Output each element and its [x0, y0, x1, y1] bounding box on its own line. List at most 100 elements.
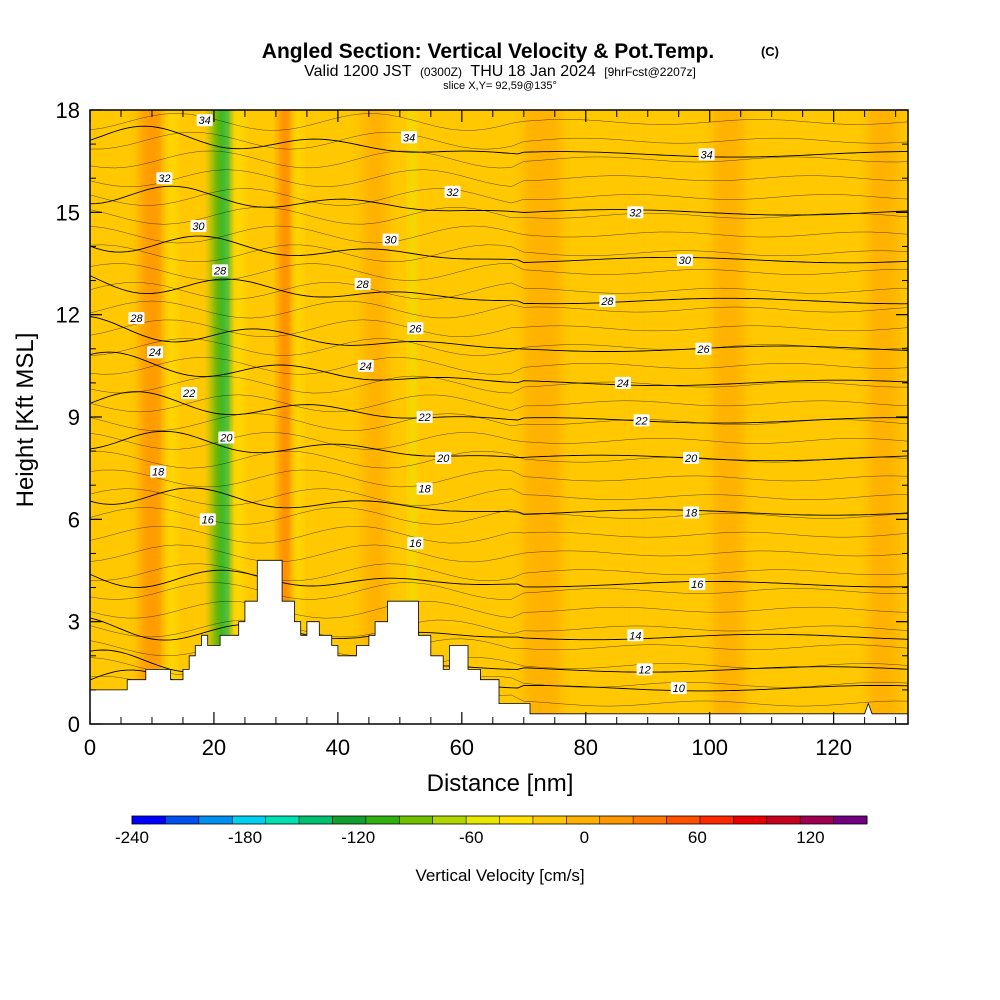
colorbar-segment: [833, 816, 868, 824]
contour-label-box: [683, 506, 700, 519]
contour-label-box: [407, 537, 424, 550]
contour-label-text: 16: [409, 538, 422, 550]
contour-label: 20: [435, 451, 452, 465]
contour-label-text: 30: [679, 255, 692, 267]
y-tick-label: 15: [56, 200, 80, 225]
theta-contour-line: [90, 225, 908, 244]
contour-label-box: [156, 172, 173, 185]
theta-contour-line: [90, 185, 908, 216]
contour-label: 34: [401, 131, 418, 144]
contour-label-box: [354, 277, 371, 290]
contour-label: 22: [633, 414, 650, 427]
terrain-outline: [90, 559, 908, 715]
theta-contour-line: [90, 188, 908, 206]
contour-label: 18: [683, 506, 700, 520]
contour-label-box: [416, 482, 433, 495]
contour-label: 26: [407, 322, 424, 335]
contour-label: 28: [354, 277, 371, 291]
theta-contour-line: [90, 413, 908, 431]
colorbar-segment: [165, 816, 200, 824]
x-axis-label: Distance [nm]: [427, 770, 574, 797]
contour-label: 16: [689, 578, 706, 591]
contour-label-text: 22: [182, 388, 195, 400]
contour-label: 28: [128, 312, 145, 325]
contour-label: 18: [150, 465, 167, 479]
contour-label-text: 16: [202, 514, 215, 526]
theta-contour-line: [90, 275, 908, 305]
theta-contour-line: [90, 338, 908, 356]
x-axis-ticks: 0 20 40 60 80 100 120: [84, 110, 897, 760]
colorbar-segment: [332, 816, 367, 824]
contour-label: 30: [190, 219, 207, 233]
velocity-band: [523, 110, 561, 724]
contour-label-box: [695, 342, 712, 355]
contour-label: 30: [382, 233, 399, 247]
theta-contour-line: [90, 357, 908, 375]
contour-label-text: 32: [629, 207, 641, 219]
contour-label-text: 10: [673, 683, 686, 695]
contour-label-box: [627, 629, 644, 642]
contour-label-text: 34: [199, 115, 211, 127]
contour-label-text: 20: [684, 453, 698, 465]
colorbar-segment: [599, 816, 634, 824]
velocity-band: [293, 110, 302, 724]
contour-label: 32: [627, 206, 644, 219]
contour-label: 24: [357, 359, 374, 373]
contour-label-text: 16: [691, 579, 704, 591]
colorbar-segment: [733, 816, 768, 824]
contour-label-text: 22: [418, 412, 431, 424]
theta-contour-line: [90, 488, 908, 506]
colorbar-segment: [299, 816, 333, 824]
velocity-band: [598, 110, 636, 724]
colorbar-tick-label: -60: [459, 828, 484, 847]
contour-label-box: [212, 264, 229, 277]
colorbar-segment: [265, 816, 300, 824]
theta-contour-line: [90, 351, 908, 387]
theta-contour-line: [90, 169, 908, 187]
contour-label: 22: [416, 411, 433, 424]
theta-contour-line: [90, 450, 908, 469]
velocity-band: [234, 110, 244, 724]
contour-labels: 34 34 34 32 32 32 30 30 30 28 28 28 28 26 26 24 24 24 22 22…: [128, 114, 715, 695]
contour-label-text: 20: [436, 453, 450, 465]
contour-label: 24: [614, 376, 631, 390]
x-tick-label: 100: [691, 735, 728, 760]
contour-label-text: 26: [696, 344, 710, 356]
velocity-band: [409, 110, 416, 724]
theta-contour-line: [90, 487, 908, 516]
theta-contour-line: [90, 316, 908, 352]
contour-label: 20: [218, 431, 235, 444]
contour-label-text: 28: [213, 265, 227, 277]
colorbar-segment: [198, 816, 233, 824]
contour-label-box: [190, 219, 207, 232]
colorbar-segment: [666, 816, 701, 824]
velocity-band: [712, 110, 744, 724]
contour-label-box: [614, 376, 631, 389]
contour-label-box: [357, 359, 374, 372]
x-tick-label: 80: [574, 735, 598, 760]
x-tick-label: 40: [326, 735, 350, 760]
contour-label: 26: [695, 342, 712, 356]
theta-contour-line: [90, 282, 908, 300]
contour-label: 34: [698, 148, 715, 161]
theta-contour-line: [90, 125, 908, 158]
velocity-band: [165, 110, 176, 724]
chart-title: Angled Section: Vertical Velocity & Pot.…: [262, 40, 714, 63]
plot-area: 34 34 34 32 32 32 30 30 30 28 28 28 28 26 26 24 24 24 22 22…: [90, 110, 908, 724]
contour-label-text: 18: [152, 467, 165, 479]
contour-label: 34: [196, 114, 213, 127]
theta-contour-line: [90, 582, 908, 600]
theta-contour-line: [90, 235, 908, 264]
theta-contour-line: [90, 244, 908, 262]
y-tick-label: 0: [68, 712, 80, 737]
contour-label-text: 18: [685, 508, 698, 520]
contour-label-box: [633, 414, 650, 427]
y-axis-ticks: 0 3 6 9 12 15 18: [56, 98, 908, 737]
chart-title-unit: (C): [761, 44, 779, 59]
theta-contour-line: [90, 525, 908, 544]
contour-label: 20: [683, 451, 700, 465]
colorbar-label: Vertical Velocity [cm/s]: [415, 866, 584, 885]
theta-contour-line: [90, 430, 908, 462]
contour-label-text: 28: [356, 279, 370, 291]
